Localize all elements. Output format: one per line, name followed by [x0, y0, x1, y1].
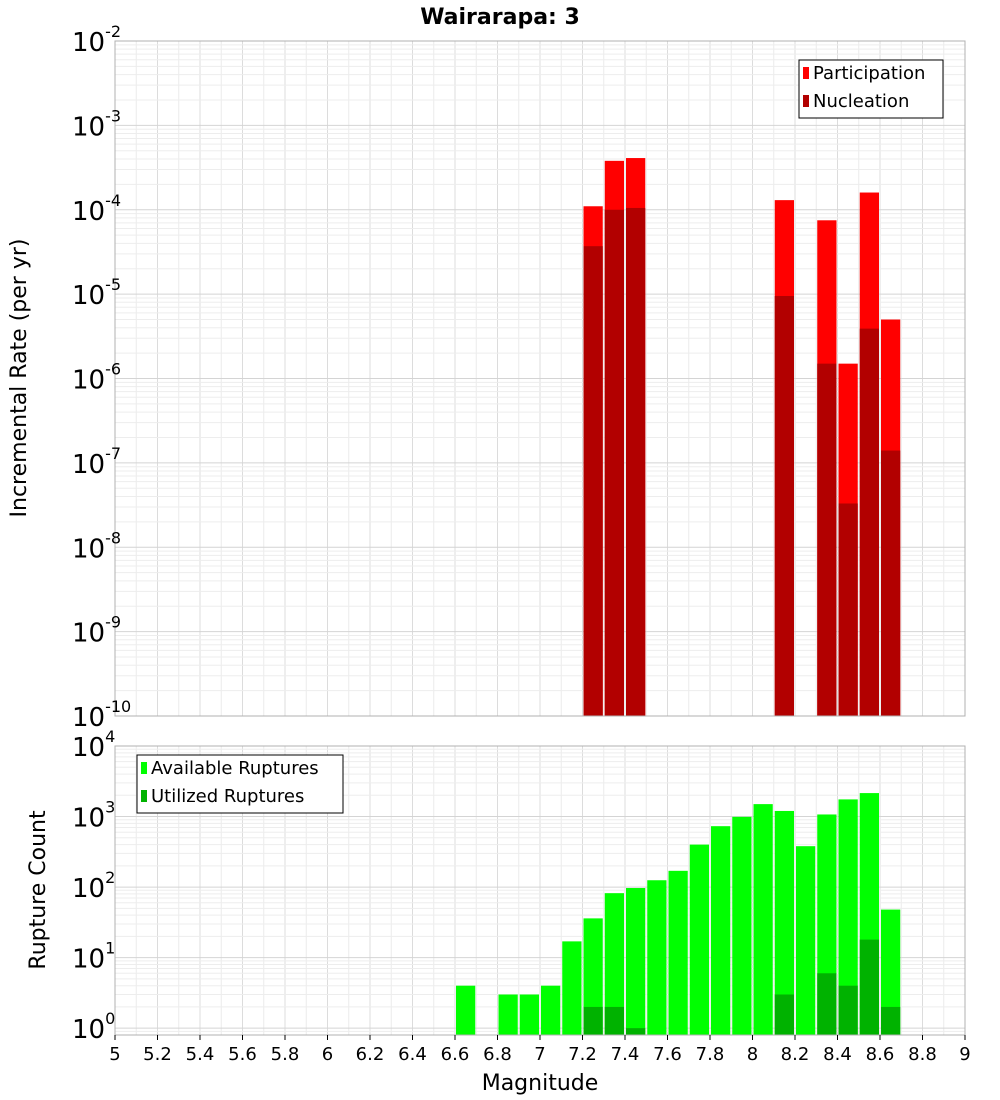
x-tick-label: 6.6 — [441, 1044, 470, 1065]
y-tick-label: 10-7 — [72, 444, 121, 480]
x-tick-label: 7.6 — [653, 1044, 682, 1065]
bar — [774, 810, 794, 1035]
grid — [114, 40, 966, 717]
bar — [519, 994, 539, 1035]
y-tick-label: 10-5 — [72, 275, 121, 311]
bar — [626, 1028, 646, 1035]
y-tick-label: 104 — [72, 727, 115, 763]
x-tick-label: 5 — [109, 1044, 120, 1065]
bar — [838, 985, 858, 1035]
bar — [541, 985, 561, 1035]
bar — [859, 328, 879, 716]
bar — [604, 1006, 624, 1035]
plot-frame — [114, 40, 966, 717]
bar — [753, 804, 773, 1035]
y-tick-label: 102 — [72, 868, 115, 904]
bar — [838, 799, 858, 1035]
legend-swatch — [803, 95, 809, 107]
bar — [604, 209, 624, 716]
legend: Available Ruptures Utilized Ruptures — [136, 754, 344, 814]
legend-box — [136, 754, 344, 814]
series-utilized-ruptures — [583, 939, 901, 1035]
bar — [817, 973, 837, 1035]
bar — [689, 844, 709, 1035]
count-y-axis-title: Rupture Count — [26, 810, 51, 970]
x-tick-label: 8.2 — [781, 1044, 810, 1065]
y-tick-label: 10-3 — [72, 106, 121, 142]
bar — [647, 880, 667, 1035]
rate-y-axis-title: Incremental Rate (per yr) — [7, 239, 32, 518]
y-tick-label: 10-4 — [72, 191, 121, 227]
x-tick-label: 7.8 — [696, 1044, 725, 1065]
legend-label: Available Ruptures — [151, 758, 319, 779]
rate-panel: 10-10 10-9 10-8 10-7 10-6 10-5 10-4 10-3 10-2 Par… — [72, 22, 966, 733]
bar — [881, 909, 901, 1035]
series-nucleation — [583, 207, 901, 716]
x-tick-label: 7.4 — [611, 1044, 640, 1065]
bar — [838, 503, 858, 716]
bar — [626, 207, 646, 716]
bar — [626, 888, 646, 1035]
bar — [774, 296, 794, 716]
y-tick-label: 100 — [72, 1009, 115, 1045]
bar — [583, 918, 603, 1035]
bar — [732, 816, 752, 1035]
bar — [498, 994, 518, 1035]
x-tick-label: 6 — [322, 1044, 333, 1065]
bar — [881, 450, 901, 716]
y-tick-label: 10-10 — [72, 697, 131, 733]
x-tick-label: 5.6 — [228, 1044, 257, 1065]
x-tick-label: 5.4 — [186, 1044, 215, 1065]
bar — [859, 939, 879, 1035]
x-tick-label: 8 — [747, 1044, 758, 1065]
bar — [583, 246, 603, 716]
legend-label: Utilized Ruptures — [151, 786, 304, 807]
y-tick-label: 10-9 — [72, 613, 121, 649]
bar — [796, 846, 816, 1035]
bar — [562, 941, 582, 1035]
x-axis-title: Magnitude — [482, 1071, 599, 1096]
x-tick-label: 6.4 — [398, 1044, 427, 1065]
legend-swatch — [141, 762, 147, 774]
y-tick-label: 10-2 — [72, 22, 121, 58]
bar — [774, 994, 794, 1035]
legend-swatch — [803, 67, 809, 79]
series-available-ruptures — [456, 793, 901, 1035]
x-tick-label: 9 — [959, 1044, 970, 1065]
x-tick-label: 5.2 — [143, 1044, 172, 1065]
x-tick-label: 7.2 — [568, 1044, 597, 1065]
legend-label: Nucleation — [813, 91, 909, 112]
x-tick-label: 8.4 — [823, 1044, 852, 1065]
x-tick-label: 6.2 — [356, 1044, 385, 1065]
y-tick-label: 10-6 — [72, 360, 121, 396]
legend-box — [798, 59, 944, 119]
x-tick-label: 5.8 — [271, 1044, 300, 1065]
bar — [881, 1006, 901, 1035]
x-tick-label: 6.8 — [483, 1044, 512, 1065]
y-tick-label: 10-8 — [72, 528, 121, 564]
y-tick-label: 103 — [72, 798, 115, 834]
bar — [604, 893, 624, 1035]
y-tick-label: 101 — [72, 939, 115, 975]
chart-title: Wairarapa: 3 — [420, 5, 580, 30]
bar — [583, 1006, 603, 1035]
bar — [668, 870, 688, 1035]
bar — [456, 985, 476, 1035]
x-axis: 5 5.2 5.4 5.6 5.8 6 6.2 6.4 6.6 6.8 7 7.2 7.4 7.6 7.8 8… — [109, 1035, 971, 1065]
x-tick-label: 7 — [534, 1044, 545, 1065]
x-tick-label: 8.8 — [908, 1044, 937, 1065]
legend-label: Participation — [813, 63, 925, 84]
bar — [817, 363, 837, 716]
bar — [711, 826, 731, 1035]
legend: Participation Nucleation — [798, 59, 944, 119]
x-tick-label: 8.6 — [866, 1044, 895, 1065]
count-panel: 100 101 102 103 104 Available Ruptures Utilize… — [72, 727, 966, 1045]
legend-swatch — [141, 790, 147, 802]
